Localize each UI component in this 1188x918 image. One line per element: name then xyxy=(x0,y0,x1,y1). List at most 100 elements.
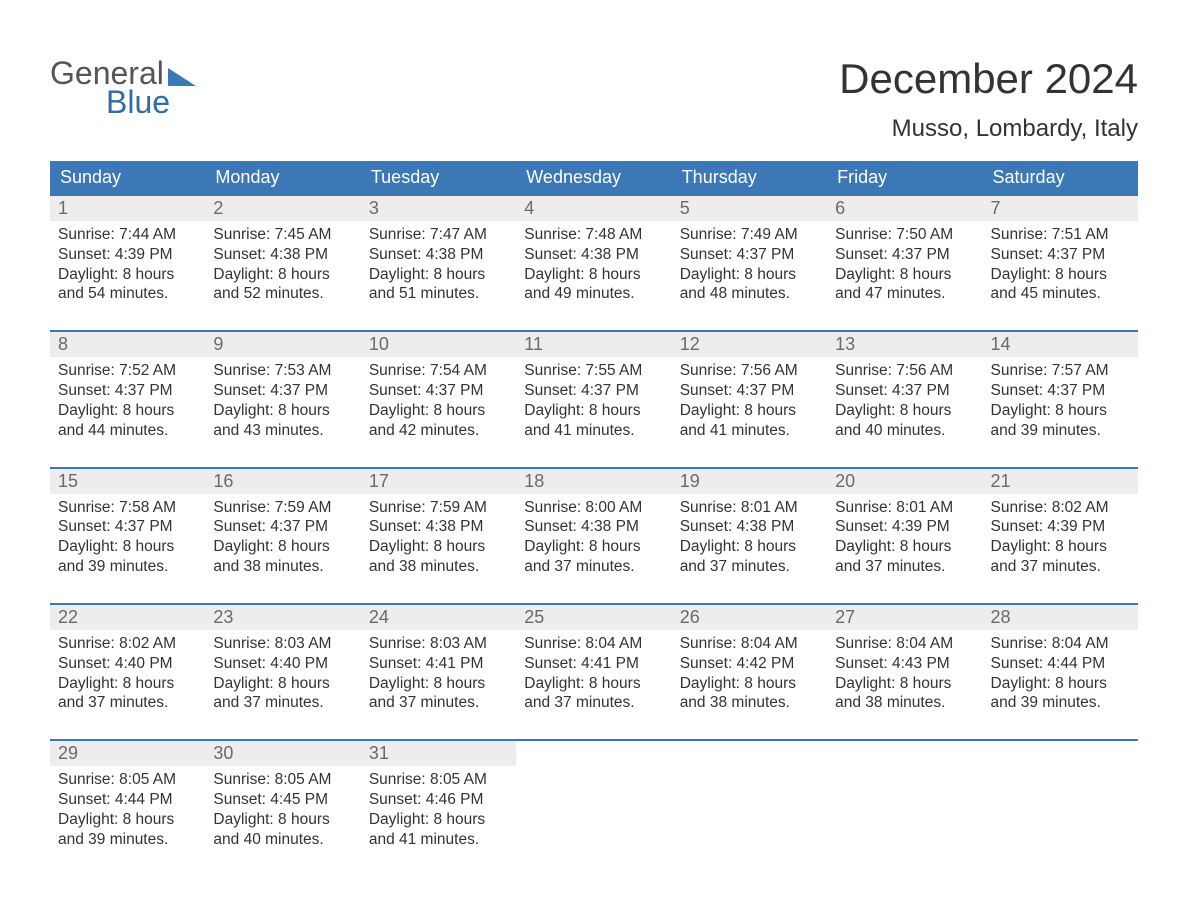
sunset-text: Sunset: 4:46 PM xyxy=(369,790,508,810)
day-number-row: 18 xyxy=(516,469,671,494)
sunset-text: Sunset: 4:44 PM xyxy=(991,654,1130,674)
day-cell: 23Sunrise: 8:03 AMSunset: 4:40 PMDayligh… xyxy=(205,605,360,721)
title-block: December 2024 Musso, Lombardy, Italy xyxy=(839,55,1138,143)
sunset-text: Sunset: 4:38 PM xyxy=(213,245,352,265)
day-cell: 17Sunrise: 7:59 AMSunset: 4:38 PMDayligh… xyxy=(361,469,516,585)
sunrise-text: Sunrise: 8:04 AM xyxy=(991,634,1130,654)
daylight-line2: and 37 minutes. xyxy=(524,557,663,577)
sunrise-text: Sunrise: 7:53 AM xyxy=(213,361,352,381)
week-row: 1Sunrise: 7:44 AMSunset: 4:39 PMDaylight… xyxy=(50,194,1138,312)
sunrise-text: Sunrise: 7:49 AM xyxy=(680,225,819,245)
weeks-container: 1Sunrise: 7:44 AMSunset: 4:39 PMDaylight… xyxy=(50,194,1138,858)
day-cell: 13Sunrise: 7:56 AMSunset: 4:37 PMDayligh… xyxy=(827,332,982,448)
daylight-line2: and 48 minutes. xyxy=(680,284,819,304)
daylight-line1: Daylight: 8 hours xyxy=(369,401,508,421)
sunrise-text: Sunrise: 8:05 AM xyxy=(213,770,352,790)
sunset-text: Sunset: 4:37 PM xyxy=(369,381,508,401)
daylight-line2: and 38 minutes. xyxy=(835,693,974,713)
calendar: SundayMondayTuesdayWednesdayThursdayFrid… xyxy=(50,161,1138,858)
day-body: Sunrise: 7:51 AMSunset: 4:37 PMDaylight:… xyxy=(983,221,1138,304)
sunrise-text: Sunrise: 7:56 AM xyxy=(680,361,819,381)
day-cell: 10 Sunrise: 7:54 AMSunset: 4:37 PMDayligh… xyxy=(361,332,516,448)
daylight-line1: Daylight: 8 hours xyxy=(991,674,1130,694)
daylight-line2: and 38 minutes. xyxy=(680,693,819,713)
day-cell: 15Sunrise: 7:58 AMSunset: 4:37 PMDayligh… xyxy=(50,469,205,585)
daylight-line2: and 51 minutes. xyxy=(369,284,508,304)
week-row: 15Sunrise: 7:58 AMSunset: 4:37 PMDayligh… xyxy=(50,467,1138,585)
day-number: 30 xyxy=(213,743,233,763)
sunrise-text: Sunrise: 7:48 AM xyxy=(524,225,663,245)
day-number: 19 xyxy=(680,471,700,491)
day-number: 10 xyxy=(369,334,389,354)
sunset-text: Sunset: 4:37 PM xyxy=(680,245,819,265)
day-number: 17 xyxy=(369,471,389,491)
day-number: 27 xyxy=(835,607,855,627)
day-number: 25 xyxy=(524,607,544,627)
sunrise-text: Sunrise: 7:45 AM xyxy=(213,225,352,245)
daylight-line2: and 37 minutes. xyxy=(524,693,663,713)
day-cell: 31Sunrise: 8:05 AMSunset: 4:46 PMDayligh… xyxy=(361,741,516,857)
day-number: 6 xyxy=(835,198,845,218)
daylight-line2: and 39 minutes. xyxy=(991,693,1130,713)
day-body: Sunrise: 8:01 AMSunset: 4:38 PMDaylight:… xyxy=(672,494,827,577)
daylight-line2: and 52 minutes. xyxy=(213,284,352,304)
daylight-line1: Daylight: 8 hours xyxy=(835,674,974,694)
day-number: 14 xyxy=(991,334,1011,354)
daylight-line2: and 41 minutes. xyxy=(524,421,663,441)
day-cell: 30Sunrise: 8:05 AMSunset: 4:45 PMDayligh… xyxy=(205,741,360,857)
sunrise-text: Sunrise: 7:54 AM xyxy=(369,361,508,381)
daylight-line1: Daylight: 8 hours xyxy=(991,265,1130,285)
weekday-header: Friday xyxy=(827,161,982,194)
sunset-text: Sunset: 4:37 PM xyxy=(524,381,663,401)
day-number: 3 xyxy=(369,198,379,218)
day-body: Sunrise: 7:55 AMSunset: 4:37 PMDaylight:… xyxy=(516,357,671,440)
day-cell: 25Sunrise: 8:04 AMSunset: 4:41 PMDayligh… xyxy=(516,605,671,721)
day-cell: 7 Sunrise: 7:51 AMSunset: 4:37 PMDaylight… xyxy=(983,196,1138,312)
weekday-header: Thursday xyxy=(672,161,827,194)
daylight-line2: and 41 minutes. xyxy=(680,421,819,441)
sunrise-text: Sunrise: 7:52 AM xyxy=(58,361,197,381)
daylight-line1: Daylight: 8 hours xyxy=(58,265,197,285)
daylight-line1: Daylight: 8 hours xyxy=(524,537,663,557)
day-cell xyxy=(516,741,671,857)
weekday-header-row: SundayMondayTuesdayWednesdayThursdayFrid… xyxy=(50,161,1138,194)
day-body: Sunrise: 8:00 AMSunset: 4:38 PMDaylight:… xyxy=(516,494,671,577)
daylight-line1: Daylight: 8 hours xyxy=(835,265,974,285)
day-number: 24 xyxy=(369,607,389,627)
day-cell: 1Sunrise: 7:44 AMSunset: 4:39 PMDaylight… xyxy=(50,196,205,312)
sunrise-text: Sunrise: 8:01 AM xyxy=(680,498,819,518)
daylight-line2: and 39 minutes. xyxy=(58,830,197,850)
day-number: 7 xyxy=(991,198,1001,218)
day-number: 12 xyxy=(680,334,700,354)
day-cell: 5Sunrise: 7:49 AMSunset: 4:37 PMDaylight… xyxy=(672,196,827,312)
sunrise-text: Sunrise: 7:44 AM xyxy=(58,225,197,245)
daylight-line2: and 39 minutes. xyxy=(58,557,197,577)
daylight-line1: Daylight: 8 hours xyxy=(213,401,352,421)
day-cell: 14Sunrise: 7:57 AMSunset: 4:37 PMDayligh… xyxy=(983,332,1138,448)
location: Musso, Lombardy, Italy xyxy=(839,115,1138,143)
daylight-line1: Daylight: 8 hours xyxy=(369,674,508,694)
weekday-header: Wednesday xyxy=(516,161,671,194)
sunset-text: Sunset: 4:41 PM xyxy=(524,654,663,674)
sunset-text: Sunset: 4:37 PM xyxy=(213,517,352,537)
day-number-row: 1 xyxy=(50,196,205,221)
week-row: 22Sunrise: 8:02 AMSunset: 4:40 PMDayligh… xyxy=(50,603,1138,721)
day-cell: 8Sunrise: 7:52 AMSunset: 4:37 PMDaylight… xyxy=(50,332,205,448)
weekday-header: Monday xyxy=(205,161,360,194)
weekday-header: Sunday xyxy=(50,161,205,194)
daylight-line1: Daylight: 8 hours xyxy=(58,401,197,421)
day-body: Sunrise: 8:03 AMSunset: 4:41 PMDaylight:… xyxy=(361,630,516,713)
daylight-line2: and 45 minutes. xyxy=(991,284,1130,304)
day-body: Sunrise: 8:02 AMSunset: 4:39 PMDaylight:… xyxy=(983,494,1138,577)
day-number-row: 20 xyxy=(827,469,982,494)
day-number: 11 xyxy=(524,334,543,354)
day-number-row: 3 xyxy=(361,196,516,221)
day-cell: 28Sunrise: 8:04 AMSunset: 4:44 PMDayligh… xyxy=(983,605,1138,721)
sunset-text: Sunset: 4:40 PM xyxy=(213,654,352,674)
day-body: Sunrise: 8:05 AMSunset: 4:46 PMDaylight:… xyxy=(361,766,516,849)
sunrise-text: Sunrise: 7:56 AM xyxy=(835,361,974,381)
daylight-line1: Daylight: 8 hours xyxy=(524,401,663,421)
daylight-line2: and 38 minutes. xyxy=(213,557,352,577)
day-body: Sunrise: 8:02 AMSunset: 4:40 PMDaylight:… xyxy=(50,630,205,713)
sunrise-text: Sunrise: 7:55 AM xyxy=(524,361,663,381)
